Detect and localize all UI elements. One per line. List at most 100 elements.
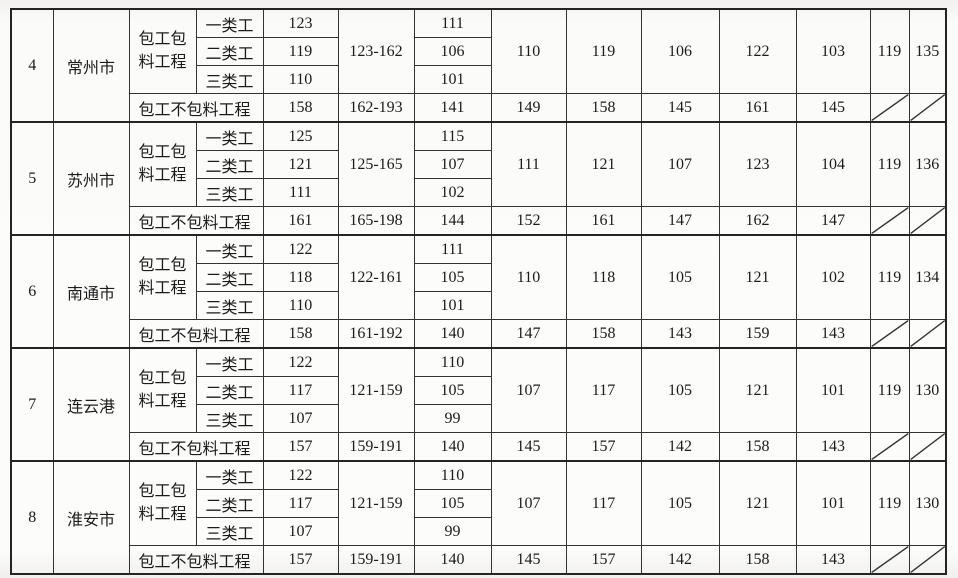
wage-value: 99	[413, 404, 492, 433]
wage-value: 143	[795, 319, 871, 349]
empty-diagonal-cell	[869, 93, 910, 123]
wage-value: 152	[490, 206, 567, 236]
row-number: 4	[10, 8, 54, 123]
wage-value: 110	[262, 291, 339, 320]
wage-value: 111	[413, 234, 492, 264]
wage-value: 121	[262, 150, 339, 179]
wage-value: 161	[718, 93, 797, 123]
wage-value: 105	[640, 460, 720, 546]
wage-value: 117	[262, 376, 339, 405]
city-name: 常州市	[52, 8, 130, 123]
wage-value: 119	[869, 234, 910, 320]
wage-value: 121	[718, 347, 797, 433]
empty-diagonal-cell	[908, 319, 947, 349]
wage-value: 99	[413, 517, 492, 546]
wage-value: 158	[565, 319, 642, 349]
wage-value: 159-191	[337, 432, 415, 462]
wage-value: 145	[795, 93, 871, 123]
diagonal-line-icon	[910, 433, 945, 460]
contract-with-materials-label: 包工包料工程	[128, 121, 197, 207]
wage-rate-table: 4 常州市 包工包料工程 一类工 123 123-162 111 110 119 106 122 10…	[10, 8, 947, 575]
wage-value: 111	[490, 121, 567, 207]
wage-value: 107	[262, 404, 339, 433]
wage-value: 101	[413, 65, 492, 94]
diagonal-line-icon	[910, 546, 945, 573]
worker-class-label: 三类工	[195, 291, 264, 320]
wage-value: 134	[908, 234, 947, 320]
empty-diagonal-cell	[869, 432, 910, 462]
wage-value: 159	[718, 319, 797, 349]
wage-value: 107	[640, 121, 720, 207]
contract-with-materials-label: 包工包料工程	[128, 460, 197, 546]
diagonal-line-icon	[871, 433, 908, 460]
wage-value: 110	[490, 234, 567, 320]
worker-class-label: 二类工	[195, 376, 264, 405]
worker-class-label: 二类工	[195, 37, 264, 66]
wage-value: 103	[795, 8, 871, 94]
wage-value: 143	[795, 432, 871, 462]
wage-value: 106	[413, 37, 492, 66]
worker-class-label: 三类工	[195, 65, 264, 94]
wage-value: 157	[262, 545, 339, 575]
wage-value: 130	[908, 460, 947, 546]
wage-value: 107	[262, 517, 339, 546]
wage-value: 102	[413, 178, 492, 207]
empty-diagonal-cell	[908, 545, 947, 575]
wage-value: 165-198	[337, 206, 415, 236]
empty-diagonal-cell	[869, 545, 910, 575]
wage-value: 107	[490, 460, 567, 546]
diagonal-line-icon	[871, 546, 908, 573]
wage-value: 119	[869, 460, 910, 546]
wage-value: 145	[490, 432, 567, 462]
wage-value: 135	[908, 8, 947, 94]
wage-value: 123	[262, 8, 339, 38]
wage-value: 119	[869, 8, 910, 94]
row-number: 8	[10, 460, 54, 575]
wage-value: 157	[262, 432, 339, 462]
wage-value: 117	[565, 347, 642, 433]
worker-class-label: 一类工	[195, 347, 264, 377]
row-number: 7	[10, 347, 54, 462]
city-name: 苏州市	[52, 121, 130, 236]
wage-range: 122-161	[337, 234, 415, 320]
table-row: 二类工 117 105	[11, 376, 946, 405]
row-number: 6	[10, 234, 54, 349]
worker-class-label: 三类工	[195, 178, 264, 207]
table-row: 三类工 107 99	[11, 517, 946, 546]
wage-value: 121	[718, 460, 797, 546]
wage-value: 105	[413, 489, 492, 518]
wage-value: 123	[718, 121, 797, 207]
table-row: 二类工 117 105	[11, 489, 946, 518]
empty-diagonal-cell	[869, 206, 910, 236]
table-row: 6 南通市 包工包料工程 一类工 122 122-161 111 110 118 105 121 10…	[10, 234, 947, 349]
wage-range: 123-162	[337, 8, 415, 94]
diagonal-line-icon	[910, 320, 945, 347]
table-row: 包工不包料工程 157 159-191 140 145 157 142 158 143	[11, 432, 947, 462]
wage-value: 122	[262, 460, 339, 490]
wage-value: 105	[640, 347, 720, 433]
wage-value: 142	[640, 545, 720, 575]
table-row: 包工不包料工程 158 162-193 141 149 158 145 161 145	[11, 93, 947, 123]
contract-with-materials-label: 包工包料工程	[128, 347, 197, 433]
wage-value: 119	[869, 347, 910, 433]
wage-value: 101	[413, 291, 492, 320]
worker-class-label: 二类工	[195, 150, 264, 179]
empty-diagonal-cell	[908, 432, 947, 462]
worker-class-label: 二类工	[195, 489, 264, 518]
wage-value: 143	[640, 319, 720, 349]
empty-diagonal-cell	[908, 206, 947, 236]
wage-value: 158	[262, 319, 339, 349]
worker-class-label: 二类工	[195, 263, 264, 292]
city-name: 连云港	[52, 347, 130, 462]
wage-value: 162-193	[337, 93, 415, 123]
wage-value: 145	[640, 93, 720, 123]
wage-value: 159-191	[337, 545, 415, 575]
table-row: 二类工 119 106	[11, 37, 946, 66]
contract-without-materials-label: 包工不包料工程	[128, 545, 264, 575]
wage-range: 121-159	[337, 347, 415, 433]
rate-table-body: 4 常州市 包工包料工程 一类工 123 123-162 111 110 119 106 122 10…	[10, 8, 947, 575]
wage-value: 119	[565, 8, 642, 94]
worker-class-label: 三类工	[195, 517, 264, 546]
diagonal-line-icon	[871, 207, 908, 234]
